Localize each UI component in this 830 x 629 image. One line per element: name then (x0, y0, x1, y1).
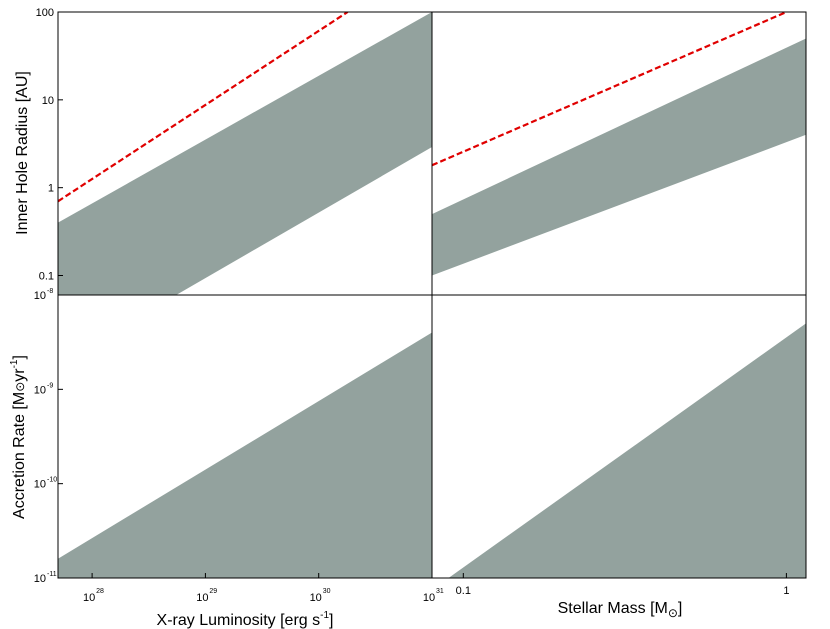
y-tick-label: 100 (36, 7, 54, 19)
panel-top-right (432, 12, 806, 276)
band-area-top-right (432, 38, 806, 276)
x-label-left-main: X-ray Luminosity [erg s (157, 612, 321, 629)
panel-top-left (58, 12, 432, 295)
y-label-bottom-mid: yr (11, 368, 28, 382)
y-tick-label: 10 (42, 95, 54, 107)
dashed-line-top-right (432, 12, 787, 167)
x-tick-label: 10 (310, 592, 322, 604)
x-tick-label: 0.1 (456, 585, 471, 597)
panels (58, 12, 806, 578)
x-label-left-sup: -1 (320, 610, 329, 621)
x-tick-exponent: 28 (96, 588, 104, 595)
y-label-bottom-sup: -1 (9, 359, 20, 368)
x-tick-exponent: 31 (436, 588, 444, 595)
y-tick-label: 1 (48, 183, 54, 195)
y-tick-label: 10 (34, 290, 46, 302)
x-tick-label: 10 (196, 592, 208, 604)
y-tick-exponent: -11 (47, 571, 57, 578)
panel-bottom-left (58, 332, 432, 578)
y-tick-exponent: -8 (47, 288, 53, 295)
y-tick-exponent: -9 (47, 382, 53, 389)
y-tick-label: 10 (34, 384, 46, 396)
x-label-right-main: Stellar Mass [M (558, 600, 668, 617)
y-axis-label-top: Inner Hole Radius [AU] (14, 71, 31, 235)
x-label-right-end: ] (678, 600, 682, 617)
y-label-bottom-end: ] (11, 355, 28, 359)
band-area-bottom-right (448, 323, 806, 578)
y-tick-label: 10 (34, 479, 46, 491)
x-axis-label-right: Stellar Mass [M⊙] (558, 600, 683, 620)
y-tick-label: 10 (34, 573, 46, 585)
x-axis-label-left: X-ray Luminosity [erg s-1] (157, 610, 334, 629)
x-tick-label: 1 (783, 585, 789, 597)
x-tick-exponent: 30 (323, 588, 331, 595)
y-tick-label: 0.1 (39, 271, 54, 283)
x-tick-label: 10 (423, 592, 435, 604)
x-label-right-sun: ⊙ (668, 606, 678, 620)
x-tick-exponent: 29 (209, 588, 217, 595)
band-area-top-left (58, 12, 432, 295)
band-area-bottom-left (58, 332, 432, 578)
y-tick-exponent: -10 (47, 477, 57, 484)
x-tick-label: 10 (83, 592, 95, 604)
y-axis-label-bottom: Accretion Rate [M⊙yr-1] (9, 355, 28, 519)
x-label-left-end: ] (329, 612, 333, 629)
y-label-bottom-sun: ⊙ (13, 382, 27, 392)
panel-bottom-right (448, 323, 806, 578)
y-label-bottom-main: Accretion Rate [M (11, 392, 28, 519)
frame-bottom-right (431, 294, 807, 579)
dashed-line-top-left (58, 12, 349, 203)
